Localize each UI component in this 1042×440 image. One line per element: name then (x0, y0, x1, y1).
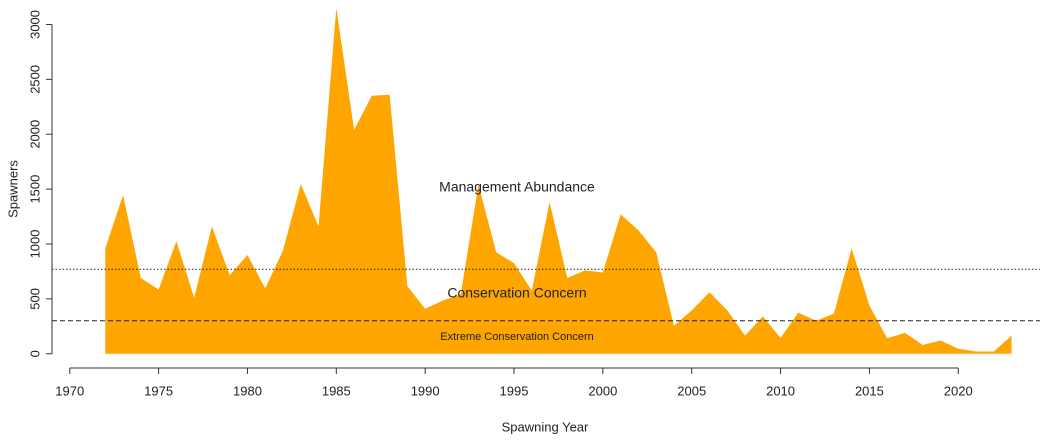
y-tick-label: 2500 (27, 65, 42, 94)
annotation: Management Abundance (439, 179, 595, 195)
x-tick-label: 1990 (411, 383, 440, 398)
y-tick-label: 0 (27, 350, 42, 357)
x-tick-label: 2010 (766, 383, 795, 398)
x-tick-label: 2000 (588, 383, 617, 398)
y-axis-title: Spawners (5, 160, 20, 218)
x-tick-label: 1995 (500, 383, 529, 398)
x-axis-title: Spawning Year (502, 419, 589, 434)
y-tick-label: 2000 (27, 120, 42, 149)
y-tick-label: 1500 (27, 175, 42, 204)
x-tick-label: 1975 (144, 383, 173, 398)
x-tick-label: 1970 (55, 383, 84, 398)
x-tick-label: 2020 (944, 383, 973, 398)
area (105, 8, 1012, 354)
y-tick-label: 1000 (27, 230, 42, 259)
x-tick-label: 1985 (322, 383, 351, 398)
x-tick-label: 1980 (233, 383, 262, 398)
x-tick-label: 2005 (677, 383, 706, 398)
x-tick-label: 2015 (855, 383, 884, 398)
annotation: Conservation Concern (447, 285, 586, 301)
y-tick-label: 500 (27, 288, 42, 310)
annotation: Extreme Conservation Concern (440, 331, 593, 343)
y-tick-label: 3000 (27, 10, 42, 39)
